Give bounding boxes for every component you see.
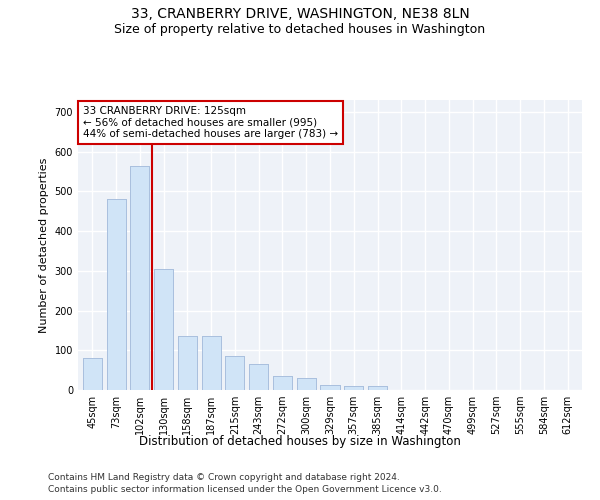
Bar bbox=[368, 386, 387, 390]
Bar bbox=[249, 364, 268, 390]
Bar bbox=[344, 386, 363, 390]
Bar bbox=[130, 166, 149, 390]
Text: 33, CRANBERRY DRIVE, WASHINGTON, NE38 8LN: 33, CRANBERRY DRIVE, WASHINGTON, NE38 8L… bbox=[131, 8, 469, 22]
Bar bbox=[297, 378, 316, 390]
Text: Contains public sector information licensed under the Open Government Licence v3: Contains public sector information licen… bbox=[48, 485, 442, 494]
Bar bbox=[202, 336, 221, 390]
Text: 33 CRANBERRY DRIVE: 125sqm
← 56% of detached houses are smaller (995)
44% of sem: 33 CRANBERRY DRIVE: 125sqm ← 56% of deta… bbox=[83, 106, 338, 139]
Bar bbox=[107, 200, 125, 390]
Text: Contains HM Land Registry data © Crown copyright and database right 2024.: Contains HM Land Registry data © Crown c… bbox=[48, 472, 400, 482]
Bar bbox=[178, 336, 197, 390]
Bar bbox=[344, 386, 363, 390]
Bar bbox=[226, 356, 244, 390]
Text: Size of property relative to detached houses in Washington: Size of property relative to detached ho… bbox=[115, 22, 485, 36]
Bar bbox=[154, 269, 173, 390]
Text: Distribution of detached houses by size in Washington: Distribution of detached houses by size … bbox=[139, 435, 461, 448]
Bar bbox=[226, 356, 244, 390]
Bar bbox=[297, 378, 316, 390]
Y-axis label: Number of detached properties: Number of detached properties bbox=[39, 158, 49, 332]
Bar bbox=[83, 358, 102, 390]
Bar bbox=[273, 376, 292, 390]
Bar bbox=[154, 269, 173, 390]
Bar bbox=[130, 166, 149, 390]
Bar bbox=[107, 200, 125, 390]
Bar bbox=[83, 358, 102, 390]
Bar bbox=[178, 336, 197, 390]
Bar bbox=[368, 386, 387, 390]
Bar bbox=[202, 336, 221, 390]
Bar bbox=[320, 385, 340, 390]
Bar bbox=[249, 364, 268, 390]
Bar bbox=[273, 376, 292, 390]
Bar bbox=[320, 385, 340, 390]
